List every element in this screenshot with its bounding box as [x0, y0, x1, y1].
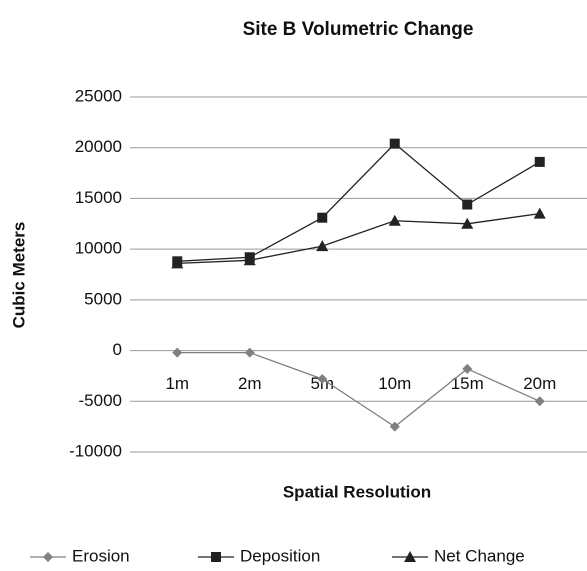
legend-marker	[43, 552, 53, 562]
series-line	[177, 351, 541, 428]
marker	[462, 199, 473, 210]
x-tick-label: 15m	[451, 374, 484, 393]
legend-label: Erosion	[72, 546, 130, 565]
marker	[172, 347, 183, 358]
legend-marker	[404, 551, 416, 562]
y-tick-label: -10000	[69, 441, 122, 460]
marker	[243, 254, 256, 266]
series-line	[177, 142, 541, 262]
y-tick-label: 20000	[75, 137, 122, 156]
y-tick-label: 25000	[75, 86, 122, 105]
marker	[388, 214, 401, 226]
y-tick-label: -5000	[79, 391, 122, 410]
marker	[462, 363, 473, 374]
marker	[389, 421, 400, 432]
marker	[171, 257, 184, 269]
series-line	[177, 212, 540, 264]
x-tick-label: 20m	[523, 374, 556, 393]
x-tick-label: 10m	[378, 374, 411, 393]
marker	[461, 217, 474, 229]
marker	[533, 207, 546, 219]
marker	[317, 373, 328, 384]
y-axis-label: Cubic Meters	[9, 222, 28, 329]
marker	[389, 138, 400, 149]
marker	[317, 212, 328, 223]
x-axis-label: Spatial Resolution	[283, 482, 431, 501]
legend-marker	[211, 552, 221, 562]
x-tick-label: 1m	[165, 374, 189, 393]
legend-label: Deposition	[240, 546, 320, 565]
y-tick-label: 15000	[75, 188, 122, 207]
y-tick-label: 5000	[84, 289, 122, 308]
marker	[244, 347, 255, 358]
marker	[316, 240, 329, 252]
marker	[534, 156, 545, 167]
x-tick-label: 2m	[238, 374, 262, 393]
legend-label: Net Change	[434, 546, 525, 565]
chart-title: Site B Volumetric Change	[243, 19, 474, 40]
y-tick-label: 0	[113, 340, 122, 359]
marker	[534, 396, 545, 407]
y-tick-label: 10000	[75, 239, 122, 258]
